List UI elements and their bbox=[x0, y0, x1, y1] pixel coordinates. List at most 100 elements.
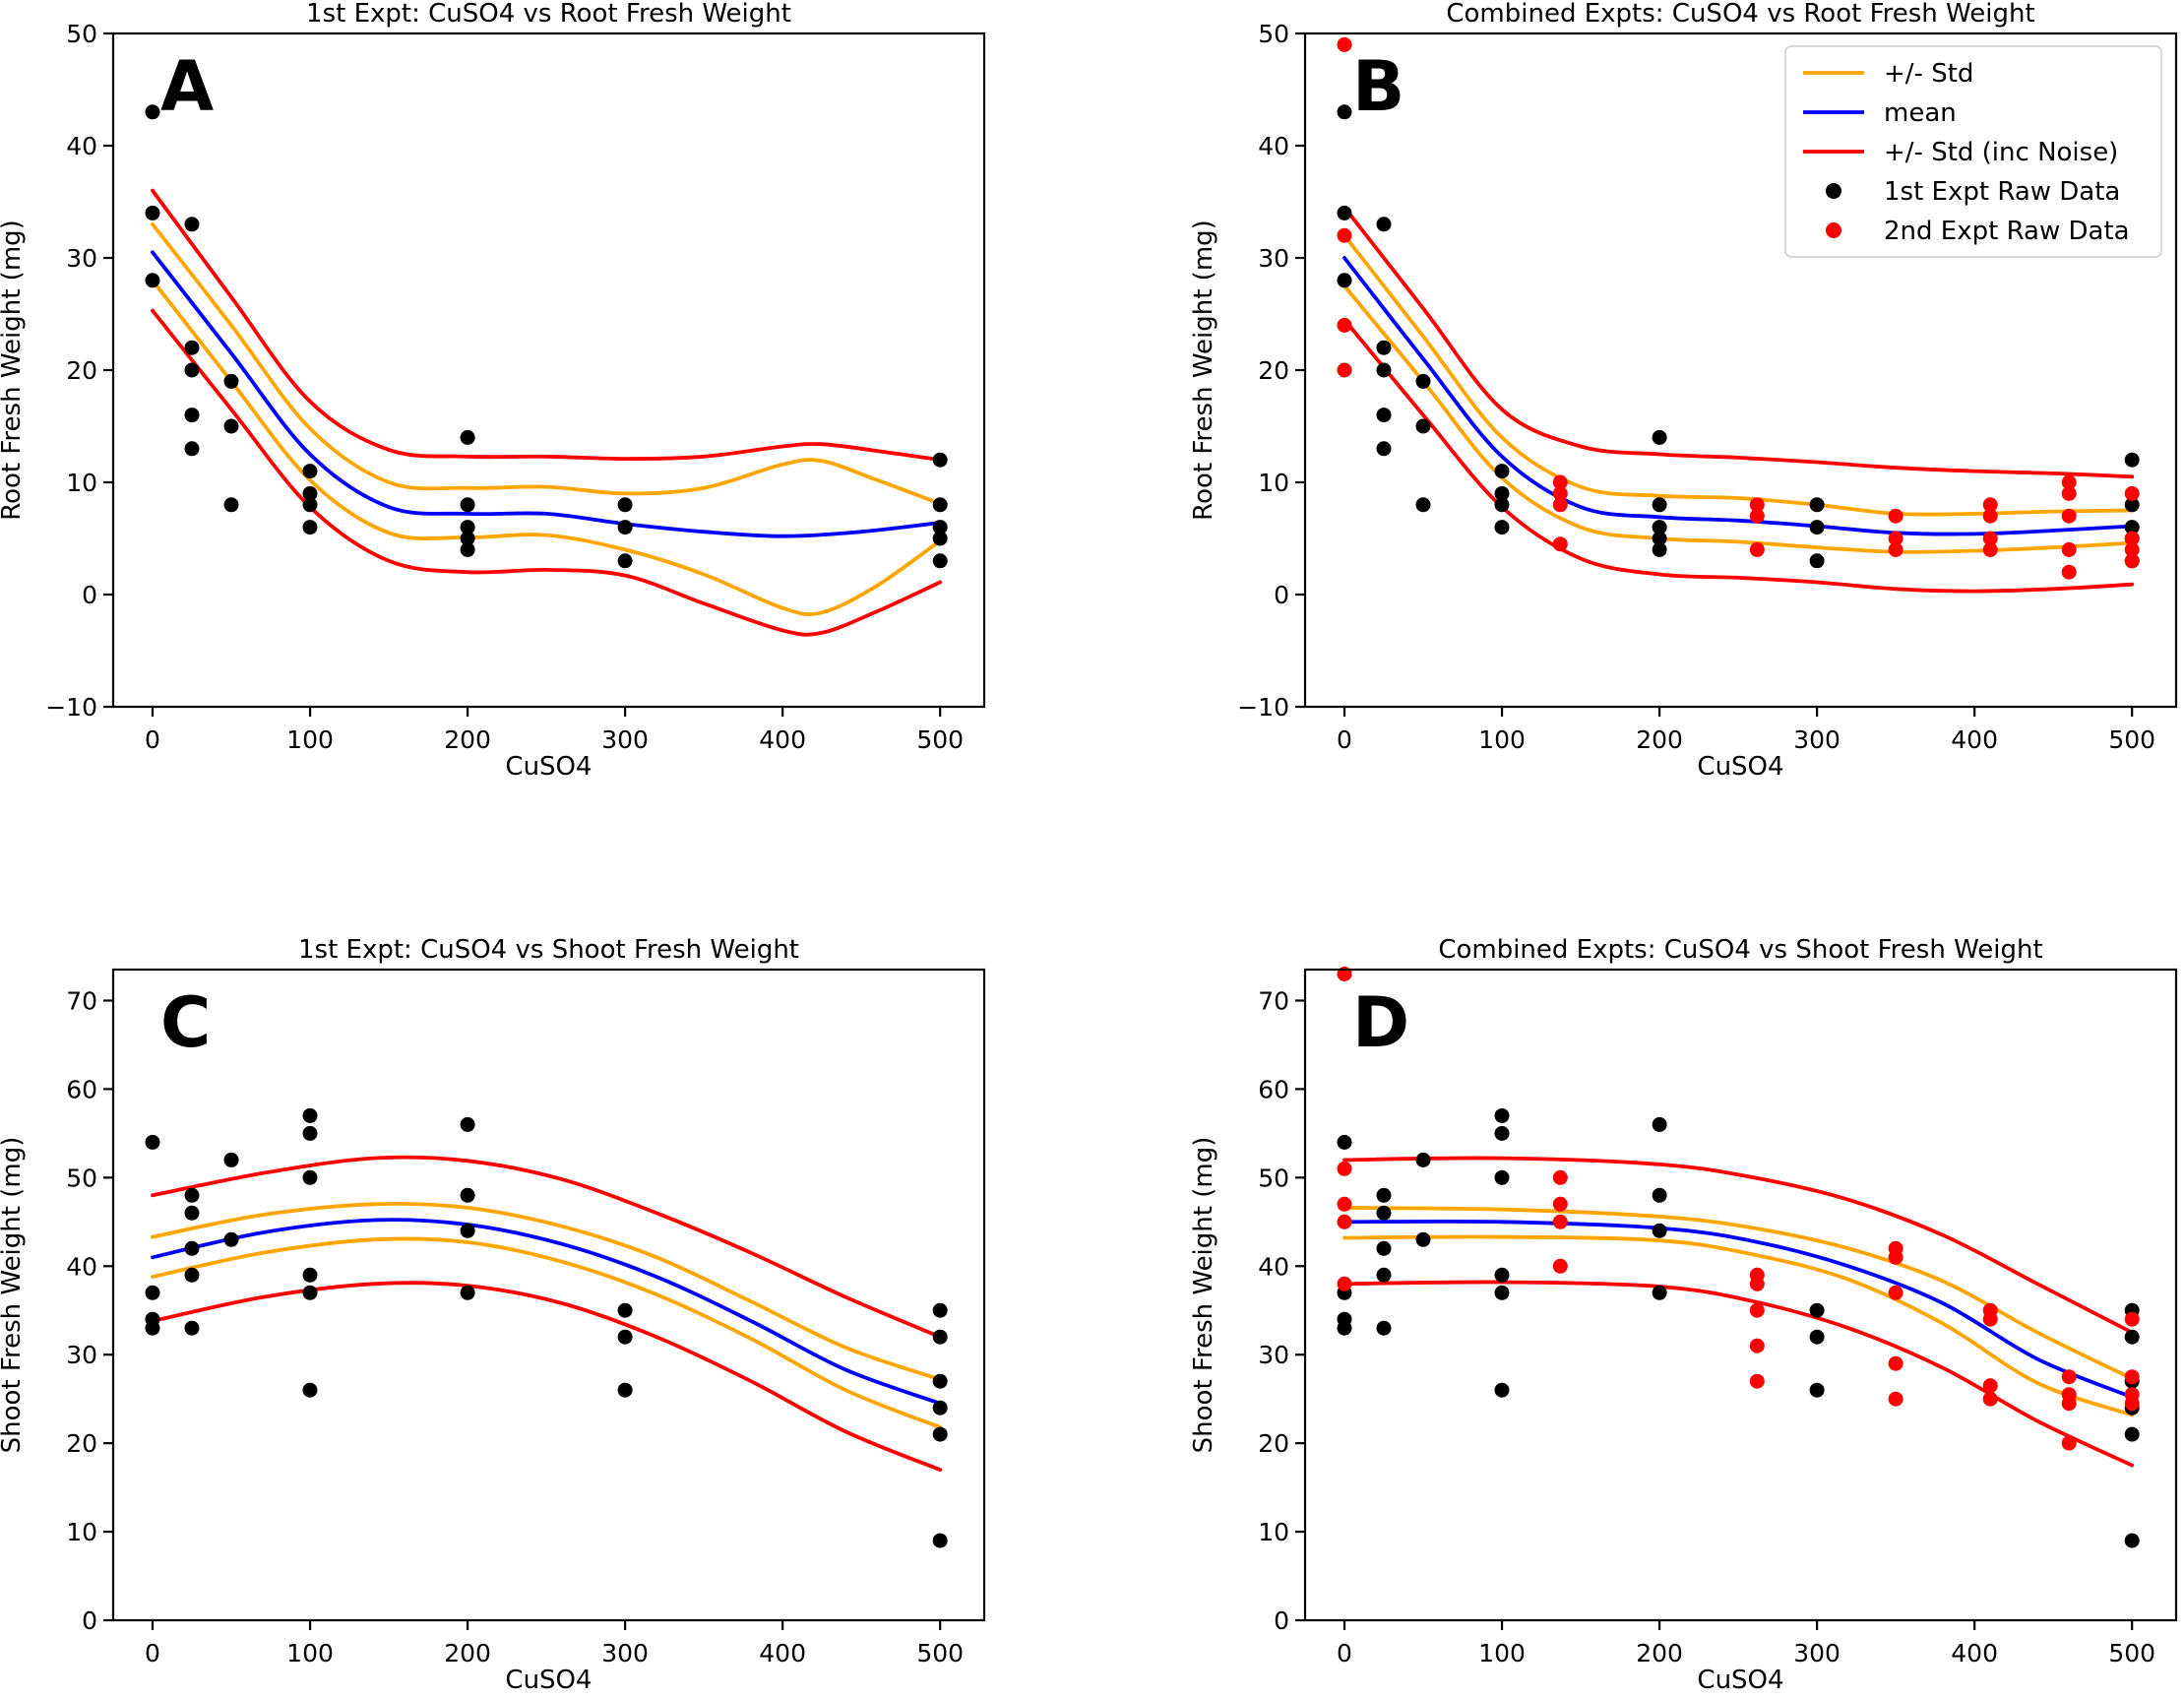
y-tick-label: 50 bbox=[1258, 1164, 1289, 1192]
y-tick-label: 50 bbox=[66, 1164, 97, 1192]
legend-dot-sample bbox=[1826, 222, 1841, 238]
data-point bbox=[184, 441, 200, 457]
x-tick-label: 400 bbox=[759, 1639, 806, 1668]
y-tick-label: 70 bbox=[1258, 986, 1289, 1015]
data-point bbox=[1652, 541, 1667, 557]
data-point bbox=[1652, 1285, 1667, 1300]
data-point bbox=[1376, 408, 1392, 423]
data-point bbox=[1337, 1276, 1352, 1291]
curve--std-upper bbox=[1342, 1206, 2135, 1381]
panel-letter: B bbox=[1352, 46, 1404, 127]
data-point bbox=[1337, 104, 1352, 120]
y-tick-label: 30 bbox=[66, 1341, 97, 1369]
data-point bbox=[617, 520, 633, 535]
scatter-1st-expt-raw-data bbox=[1337, 104, 2140, 569]
data-point bbox=[1888, 531, 1903, 546]
data-point bbox=[1552, 497, 1568, 513]
data-point bbox=[1337, 362, 1352, 378]
data-point bbox=[1982, 1311, 1998, 1327]
scatter-2nd-expt-raw-data bbox=[1337, 967, 2140, 1451]
data-point bbox=[460, 531, 475, 546]
x-tick-label: 100 bbox=[286, 1639, 334, 1668]
x-tick-label: 0 bbox=[145, 725, 160, 754]
data-point bbox=[1749, 541, 1765, 557]
data-point bbox=[2124, 1369, 2140, 1385]
data-point bbox=[1494, 520, 1510, 535]
data-point bbox=[1982, 1391, 1998, 1407]
legend-label: +/- Std bbox=[1884, 59, 1973, 89]
data-point bbox=[223, 418, 239, 434]
y-tick-label: 0 bbox=[1274, 581, 1289, 609]
data-point bbox=[1494, 1285, 1510, 1300]
y-tick-label: 40 bbox=[1258, 1252, 1289, 1281]
data-point bbox=[1652, 429, 1667, 445]
data-point bbox=[1415, 373, 1431, 389]
x-tick-label: 0 bbox=[1337, 1639, 1352, 1668]
data-point bbox=[1552, 1258, 1568, 1274]
data-point bbox=[1337, 1320, 1352, 1336]
curve--std-upper bbox=[151, 1201, 943, 1382]
data-point bbox=[1749, 1338, 1765, 1353]
y-tick-label: 30 bbox=[66, 244, 97, 273]
data-point bbox=[2124, 497, 2140, 513]
axes-box bbox=[1303, 968, 2178, 1622]
y-axis-label: Root Fresh Weight (mg) bbox=[1189, 220, 1218, 521]
x-tick-label: 200 bbox=[444, 1639, 491, 1668]
data-point bbox=[2124, 485, 2140, 501]
data-point bbox=[223, 1152, 239, 1167]
data-point bbox=[184, 340, 200, 355]
data-point bbox=[1809, 1382, 1825, 1398]
panel-letter: C bbox=[160, 982, 211, 1063]
data-point bbox=[1888, 1355, 1903, 1371]
y-tick-label: −10 bbox=[1237, 693, 1289, 722]
data-point bbox=[932, 1426, 948, 1442]
legend-label: 1st Expt Raw Data bbox=[1884, 177, 2120, 207]
data-point bbox=[460, 1116, 475, 1132]
data-point bbox=[1552, 1196, 1568, 1212]
curve--std-lower bbox=[151, 1236, 943, 1429]
y-axis-label: Shoot Fresh Weight (mg) bbox=[1189, 1137, 1218, 1454]
data-point bbox=[2061, 1435, 2077, 1451]
data-point bbox=[145, 205, 160, 220]
data-point bbox=[1415, 497, 1431, 513]
data-point bbox=[1376, 1187, 1392, 1203]
scatter-1st-expt-raw-data bbox=[1337, 1107, 2140, 1548]
y-tick-label: 10 bbox=[1258, 469, 1289, 497]
x-axis-label: CuSO4 bbox=[1697, 1666, 1783, 1695]
data-point bbox=[1652, 1223, 1667, 1238]
data-point bbox=[1982, 497, 1998, 513]
data-point bbox=[2061, 541, 2077, 557]
data-point bbox=[1652, 1187, 1667, 1203]
data-point bbox=[1494, 1169, 1510, 1185]
y-tick-label: 50 bbox=[1258, 20, 1289, 48]
y-tick-label: 70 bbox=[66, 986, 97, 1015]
data-point bbox=[223, 497, 239, 513]
data-point bbox=[2061, 474, 2077, 490]
data-point bbox=[1376, 340, 1392, 355]
data-point bbox=[2124, 1311, 2140, 1327]
data-point bbox=[932, 497, 948, 513]
legend-box bbox=[1784, 45, 2162, 258]
panel-letter: D bbox=[1352, 982, 1409, 1063]
y-tick-label: −10 bbox=[45, 693, 97, 722]
curve--std-inc-noise-lower bbox=[151, 1281, 943, 1472]
data-point bbox=[1888, 1249, 1903, 1265]
data-point bbox=[145, 1285, 160, 1300]
data-point bbox=[1809, 1329, 1825, 1345]
data-point bbox=[302, 520, 318, 535]
y-tick-label: 20 bbox=[66, 1429, 97, 1458]
data-point bbox=[1888, 1285, 1903, 1300]
data-point bbox=[617, 1382, 633, 1398]
data-point bbox=[184, 1240, 200, 1256]
x-axis-label: CuSO4 bbox=[505, 1666, 592, 1695]
data-point bbox=[1494, 1125, 1510, 1141]
y-tick-label: 40 bbox=[66, 1252, 97, 1281]
data-point bbox=[2124, 1426, 2140, 1442]
data-point bbox=[1552, 1214, 1568, 1229]
data-point bbox=[1376, 1320, 1392, 1336]
data-point bbox=[1494, 497, 1510, 513]
panel-A: 1st Expt: CuSO4 vs Root Fresh Weight CuSO… bbox=[0, 0, 986, 782]
data-point bbox=[302, 485, 318, 501]
data-point bbox=[1337, 1161, 1352, 1176]
